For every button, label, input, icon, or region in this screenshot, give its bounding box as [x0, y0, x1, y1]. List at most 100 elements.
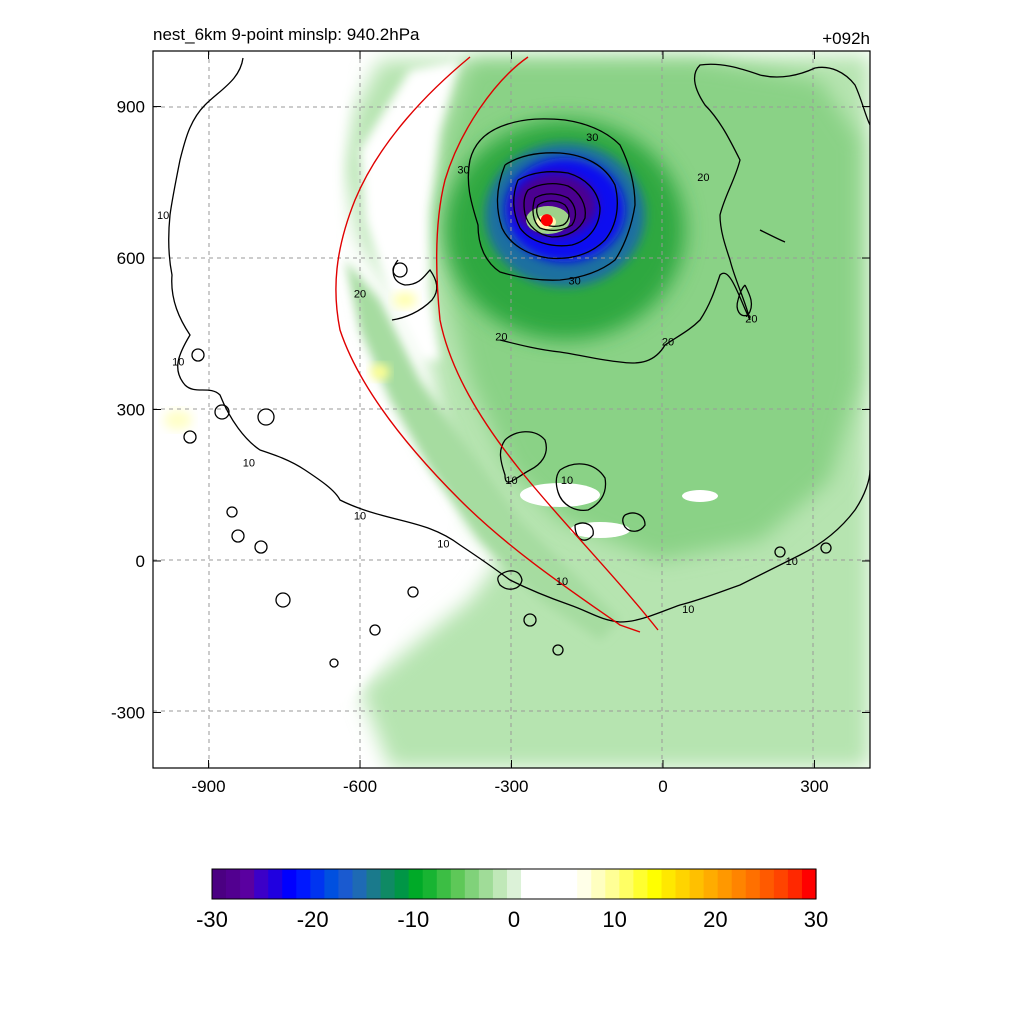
contour-10-islet-11 [407, 586, 419, 598]
contour-70 [532, 193, 577, 232]
colorbar-swatch [464, 869, 480, 899]
x-tick-label: 300 [800, 777, 828, 796]
x-tick-label: -300 [494, 777, 528, 796]
contour-labels: 30 30 30 20 20 20 20 20 10 10 10 10 10 10 10 10 10 10 [157, 132, 798, 616]
colorbar-swatch [801, 869, 817, 899]
y-tick-label: 900 [117, 98, 145, 117]
colorbar-swatch [563, 869, 578, 899]
x-axis: -900 -600 -300 0 300 [192, 51, 829, 796]
contour-label: 20 [354, 288, 366, 300]
chart-title: nest_6km 9-point minslp: 940.2hPa [153, 25, 420, 44]
track-outer [335, 56, 641, 633]
colorbar-tick-label: -30 [196, 907, 228, 932]
colorbar-swatch [394, 869, 410, 899]
colorbar-swatch [226, 869, 241, 899]
contour-20-islet-1 [392, 262, 408, 278]
contour-10-islet-9 [369, 624, 381, 636]
colorbar-swatch [577, 869, 592, 899]
field-white-lane-outer [360, 60, 460, 360]
contour-label: 20 [495, 331, 507, 343]
contour-label: 10 [157, 210, 169, 222]
colorbar-swatch [268, 869, 283, 899]
colorbar-tick-label: -10 [397, 907, 429, 932]
colorbar-swatch [549, 869, 564, 899]
plot-area: 30 30 30 20 20 20 20 20 10 10 10 10 10 10 10 10 10 10 [152, 50, 871, 769]
patch-yellow-2 [393, 292, 417, 308]
patch-yellow-3 [370, 364, 390, 380]
contour-20-west [391, 259, 438, 321]
field-rainband [345, 260, 620, 640]
contour-label: 10 [172, 357, 184, 369]
colorbar-swatch [492, 869, 508, 899]
colorbar-swatch [759, 869, 775, 899]
colorbar-tick-label: -20 [297, 907, 329, 932]
colorbar-tick-label: 20 [703, 907, 727, 932]
contour-10-islet-8 [275, 592, 291, 608]
colorbar-swatch [450, 869, 466, 899]
contour-10-islet-1 [191, 348, 205, 362]
colorbar-swatch [338, 869, 354, 899]
contour-label: 10 [786, 556, 798, 568]
colorbar-swatch [731, 869, 747, 899]
contour-10-islet-4 [183, 430, 197, 444]
colorbar-swatch [787, 869, 803, 899]
colorbar-swatch [619, 869, 634, 899]
y-tick-label: 0 [136, 552, 145, 571]
colorbar-tick-label: 10 [602, 907, 626, 932]
contour-30-outer [467, 118, 636, 281]
colorbar-swatch [478, 869, 494, 899]
contour-label: 20 [697, 172, 709, 184]
contour-10-islet-14 [774, 546, 786, 558]
colorbar-swatch [605, 869, 620, 899]
contour-10-islet-2 [214, 404, 230, 420]
contour-10-islet-13 [552, 644, 564, 656]
colorbar-swatch [408, 869, 424, 899]
colorbar-swatch [591, 869, 606, 899]
colorbar-swatch [689, 869, 705, 899]
contours [168, 57, 870, 668]
contour-40 [496, 152, 618, 260]
storm-tracks [335, 56, 659, 633]
patch-yellow-1 [164, 410, 192, 430]
contour-10-band-3 [622, 512, 646, 532]
colorbar-swatch [535, 869, 550, 899]
shaded-field [153, 51, 870, 768]
y-tick-label: 600 [117, 249, 145, 268]
contour-label: 10 [556, 576, 568, 588]
contour-label: 30 [586, 132, 598, 144]
contour-10-band-1 [499, 431, 547, 483]
contour-10-islet-6 [231, 529, 245, 543]
colorbar-swatch [310, 869, 325, 899]
colorbar-swatch [212, 869, 227, 899]
colorbar-swatch [282, 869, 297, 899]
colorbar-swatch [717, 869, 733, 899]
colorbar-tick-label: 30 [804, 907, 828, 932]
field-white-west [153, 51, 450, 768]
contour-20-east-loop [736, 284, 753, 317]
contour-label: 10 [437, 538, 449, 550]
contour-20-east-loop2 [759, 229, 786, 243]
contour-10-band-2 [555, 463, 607, 511]
contour-10-band-4 [497, 570, 523, 590]
contour-label: 30 [568, 276, 580, 288]
contour-10-islet-12 [523, 613, 537, 627]
colorbar-swatch [633, 869, 649, 899]
contour-label: 10 [561, 475, 573, 487]
contour-10-band-5 [574, 522, 594, 541]
y-tick-label: -300 [111, 703, 145, 722]
contour-20-outer [499, 63, 870, 364]
patch-white-1 [520, 483, 600, 507]
colorbar-tick-label: 0 [508, 907, 520, 932]
colorbar-swatch [254, 869, 269, 899]
colorbar-swatch [506, 869, 522, 899]
contour-10-islet-10 [329, 658, 339, 668]
colorbar-swatch [240, 869, 255, 899]
contour-label: 30 [457, 165, 469, 177]
colorbar: -30 -20 -10 0 10 20 30 [196, 868, 828, 932]
storm-center-marker [540, 214, 553, 227]
contour-10-islet-7 [254, 540, 268, 554]
contour-label: 10 [682, 604, 694, 616]
colorbar-swatch [422, 869, 438, 899]
contour-label: 20 [662, 336, 674, 348]
